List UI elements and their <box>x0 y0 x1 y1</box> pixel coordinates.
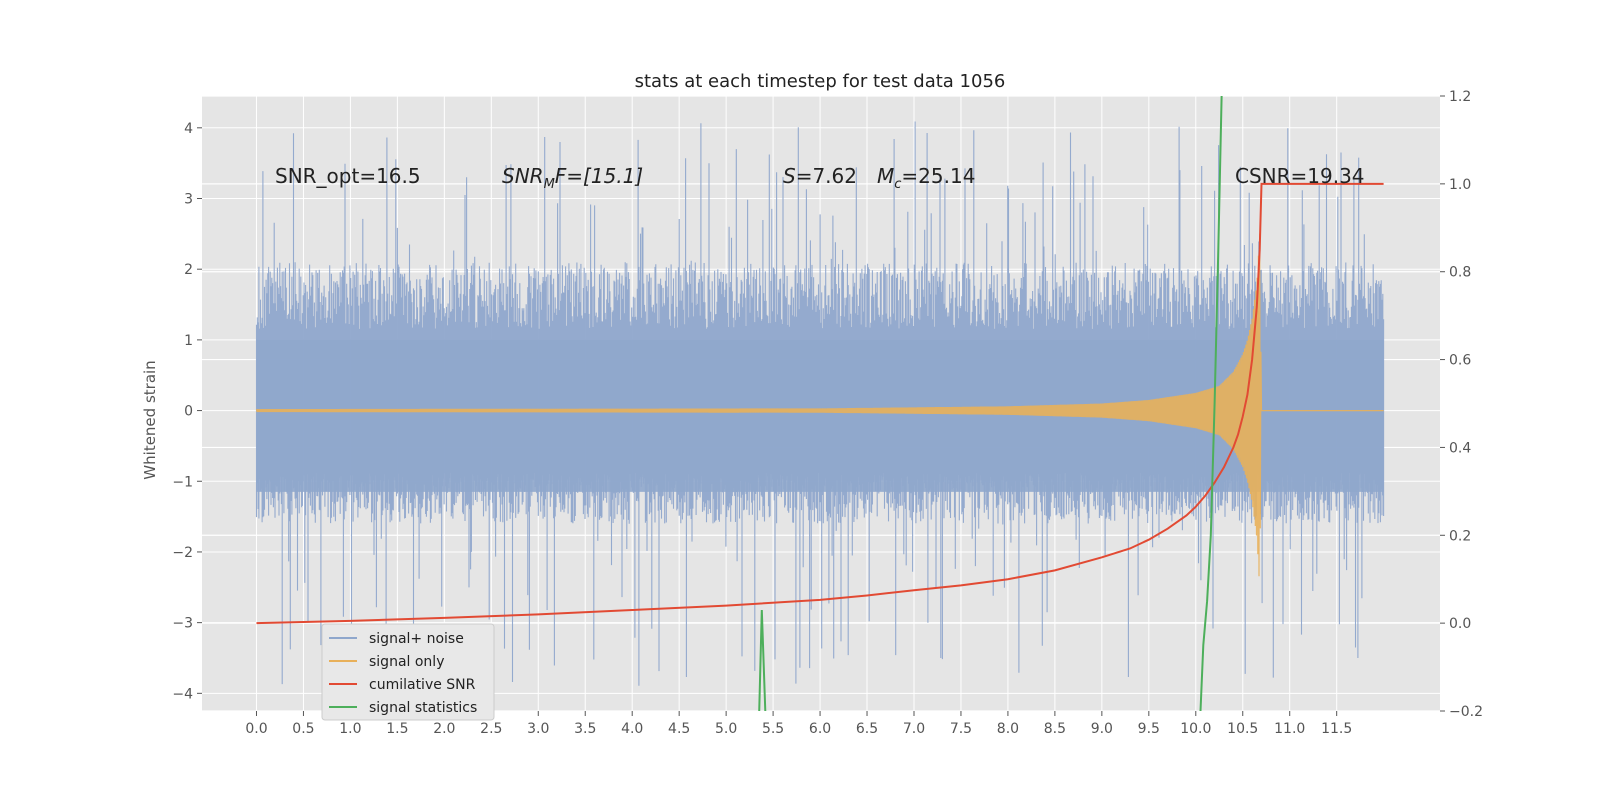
y-left-tick-label: −2 <box>172 545 193 561</box>
x-tick-label: 9.0 <box>1091 721 1113 737</box>
x-tick-label: 2.5 <box>480 721 502 737</box>
x-tick-label: 5.0 <box>715 721 737 737</box>
legend-label-signal-noise: signal+ noise <box>369 631 464 647</box>
y-right-tick-label: −0.2 <box>1449 704 1483 720</box>
annotation-snr-mf-tail: F=[15.1] <box>555 164 643 188</box>
y-left-tick-label: −4 <box>172 686 193 702</box>
x-tick-label: 0.5 <box>292 721 314 737</box>
annotations: SNR_opt=16.5 SNRMF=[15.1] S=7.62 Mc=25.1… <box>275 164 1365 192</box>
y-left-tick-label: 3 <box>184 192 193 208</box>
x-tick-label: 3.0 <box>527 721 549 737</box>
y-right-tick-label: 0.4 <box>1449 440 1471 456</box>
series-signal-statistics-segment <box>758 609 767 711</box>
legend-label-signal-only: signal only <box>369 654 444 670</box>
legend-label-cumulative-snr: cumilative SNR <box>369 677 476 693</box>
annotation-csnr: CSNR=19.34 <box>1235 164 1365 188</box>
legend-label-signal-statistics: signal statistics <box>369 700 477 716</box>
y-right-tick-label: 1.2 <box>1449 89 1471 105</box>
annotation-snr-mf-base: SNR <box>502 164 544 188</box>
y-left-tick-label: −3 <box>172 616 193 632</box>
y-left-tick-label: 2 <box>184 262 193 278</box>
x-tick-label: 1.5 <box>386 721 408 737</box>
x-tick-label: 6.0 <box>809 721 831 737</box>
series-layer <box>255 96 1385 711</box>
y-left-tick-label: 1 <box>184 333 193 349</box>
y-right-tick-label: 0.8 <box>1449 265 1471 281</box>
x-tick-label: 5.5 <box>762 721 784 737</box>
x-tick-label: 4.5 <box>668 721 690 737</box>
y-right-tick-label: 1.0 <box>1449 177 1471 193</box>
series-signal-only <box>255 233 1384 577</box>
series-signal-statistics-segment <box>1199 96 1223 711</box>
chart-title: stats at each timestep for test data 105… <box>635 71 1006 92</box>
annotation-snr-mf: SNRMF=[15.1] <box>502 164 643 192</box>
legend: signal+ noise signal only cumilative SNR… <box>321 623 495 721</box>
x-tick-label: 11.0 <box>1274 721 1305 737</box>
x-tick-label: 9.5 <box>1138 721 1160 737</box>
y-axis-right: −0.2 0.0 0.2 0.4 0.6 0.8 1.0 1.2 <box>1440 89 1483 720</box>
x-tick-label: 1.0 <box>339 721 361 737</box>
annotation-s-var: S <box>783 164 796 188</box>
x-tick-label: 10.5 <box>1227 721 1258 737</box>
x-tick-label: 11.5 <box>1321 721 1352 737</box>
x-tick-label: 7.0 <box>903 721 925 737</box>
annotation-s-tail: =7.62 <box>796 164 857 188</box>
x-tick-label: 3.5 <box>574 721 596 737</box>
annotation-snr-mf-sub: M <box>544 177 555 192</box>
annotation-snr-opt: SNR_opt=16.5 <box>275 164 421 188</box>
x-tick-label: 0.0 <box>245 721 267 737</box>
x-tick-label: 10.0 <box>1180 721 1211 737</box>
x-tick-label: 8.0 <box>997 721 1019 737</box>
y-left-tick-label: 0 <box>184 404 193 420</box>
x-tick-label: 4.0 <box>621 721 643 737</box>
y-left-tick-label: 4 <box>184 121 193 137</box>
annotation-mc-tail: =25.14 <box>901 164 975 188</box>
y-right-tick-label: 0.2 <box>1449 528 1471 544</box>
series-cumulative-snr <box>256 182 1384 625</box>
legend-box <box>321 623 495 721</box>
annotation-mc-value: Mc=25.14 <box>877 164 975 192</box>
x-tick-label: 8.5 <box>1044 721 1066 737</box>
y-axis-left: −4 −3 −2 −1 0 1 2 3 4 <box>172 121 202 702</box>
x-tick-label: 7.5 <box>950 721 972 737</box>
y-axis-label: Whitened strain <box>141 360 159 479</box>
annotation-mc-sub: c <box>894 177 901 192</box>
annotation-mc-var: M <box>877 164 894 188</box>
x-axis: 0.0 0.5 1.0 1.5 2.0 2.5 3.0 3.5 4.0 4.5 5.0 5.5 6.0 6… <box>245 711 1352 737</box>
x-tick-label: 2.0 <box>433 721 455 737</box>
y-left-tick-label: −1 <box>172 474 193 490</box>
annotation-s-value: S=7.62 <box>783 164 857 188</box>
x-tick-label: 6.5 <box>856 721 878 737</box>
y-right-tick-label: 0.6 <box>1449 353 1471 369</box>
y-right-tick-label: 0.0 <box>1449 616 1471 632</box>
